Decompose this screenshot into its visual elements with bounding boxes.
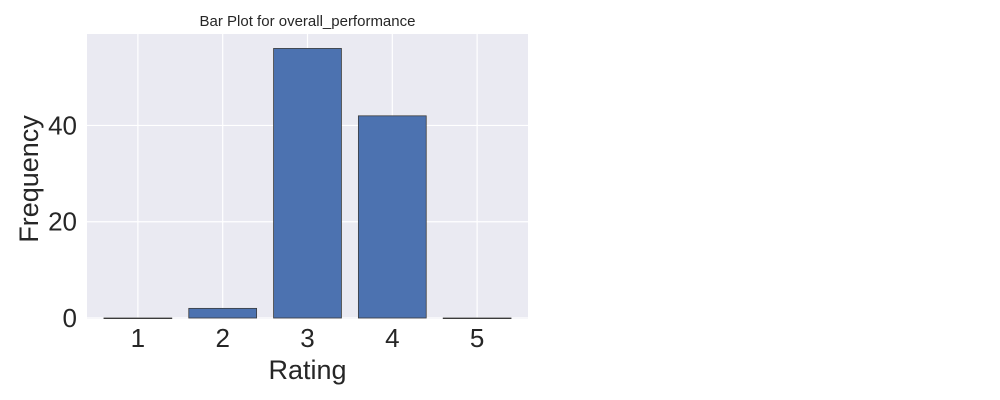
x-tick-labels: 1 2 3 4 5	[131, 323, 485, 353]
y-tick-label: 0	[63, 303, 77, 333]
x-tick-label: 5	[470, 323, 484, 353]
chart-title: Bar Plot for overall_performance	[200, 13, 416, 30]
x-tick-label: 2	[215, 323, 229, 353]
bar	[357, 115, 427, 319]
y-tick-label: 20	[48, 207, 77, 237]
bar	[188, 307, 258, 319]
x-axis-label: Rating	[268, 355, 346, 385]
bar-layer	[103, 48, 512, 320]
bar	[103, 317, 173, 320]
bar	[273, 48, 342, 319]
bar	[442, 317, 512, 320]
x-tick-label: 4	[385, 323, 399, 353]
y-tick-labels: 0 20 40	[48, 110, 77, 333]
x-tick-label: 1	[131, 323, 145, 353]
y-tick-label: 40	[48, 110, 77, 140]
x-tick-label: 3	[300, 323, 314, 353]
y-axis-label: Frequency	[14, 115, 44, 243]
